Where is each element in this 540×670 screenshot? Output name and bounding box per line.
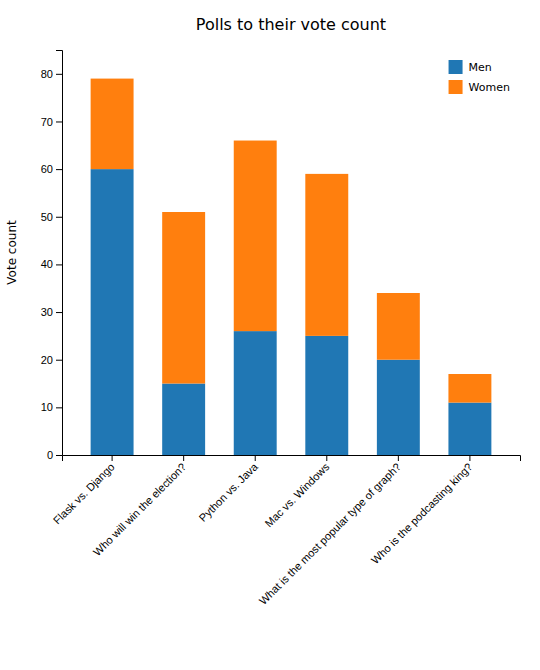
y-axis: 0 10 20 30 40 50 60 70 80 <box>41 51 63 462</box>
legend-swatch <box>449 80 463 94</box>
tick-label: What is the most popular type of graph? <box>257 461 403 607</box>
title: Polls to their vote count <box>196 15 386 34</box>
axis-line <box>56 51 63 456</box>
axis-title: Vote count <box>5 220 19 285</box>
tick-mark <box>56 407 62 408</box>
bar <box>448 403 491 455</box>
bar <box>448 374 491 403</box>
tick: 50 <box>41 211 62 223</box>
bar <box>305 336 348 455</box>
tick-mark <box>56 455 62 456</box>
tick: Python vs. Java <box>196 455 260 524</box>
bars <box>91 79 492 455</box>
tick-label: 0 <box>47 449 53 461</box>
tick-label: 50 <box>41 211 53 223</box>
tick: 0 <box>47 449 62 461</box>
tick-label: Mac vs. Windows <box>262 460 331 529</box>
tick: Mac vs. Windows <box>262 455 331 530</box>
x-axis: Flask vs. DjangoWho will win the electio… <box>51 455 521 607</box>
bar <box>377 293 420 360</box>
legend-label: Women <box>469 81 510 94</box>
series <box>91 169 492 455</box>
legend-item: Men <box>449 60 492 74</box>
tick-mark <box>56 264 62 265</box>
tick-label: 20 <box>41 354 53 366</box>
tick-mark <box>469 455 470 461</box>
legend-item: Women <box>449 80 510 94</box>
bar <box>305 174 348 336</box>
tick: 40 <box>41 258 62 270</box>
tick: What is the most popular type of graph? <box>257 455 403 607</box>
legend-swatch <box>449 60 463 74</box>
chart: 0 10 20 30 40 50 60 70 80 Flask vs. DjangoWho wil… <box>0 0 540 670</box>
bar <box>91 79 134 170</box>
bar <box>234 141 277 332</box>
tick: 30 <box>41 306 62 318</box>
bar <box>162 384 205 455</box>
tick-label: 70 <box>41 115 53 127</box>
tick: 20 <box>41 354 62 366</box>
bar <box>234 331 277 455</box>
bar <box>162 212 205 384</box>
tick-mark <box>398 455 399 461</box>
tick-label: 80 <box>41 68 53 80</box>
tick-label: 10 <box>41 401 53 413</box>
tick-label: 60 <box>41 163 53 175</box>
tick-mark <box>112 455 113 461</box>
tick-label: Who is the podcasting king? <box>369 461 475 567</box>
legend-label: Men <box>469 61 492 74</box>
tick-mark <box>56 169 62 170</box>
tick-mark <box>56 121 62 122</box>
tick-mark <box>326 455 327 461</box>
tick-label: Python vs. Java <box>196 460 260 524</box>
tick: 10 <box>41 401 62 413</box>
axis-line <box>63 456 521 462</box>
tick: 80 <box>41 68 62 80</box>
bar <box>377 360 420 455</box>
series <box>91 79 492 403</box>
tick: 70 <box>41 115 62 127</box>
bar <box>91 169 134 455</box>
tick-label: 40 <box>41 258 53 270</box>
tick-mark <box>56 74 62 75</box>
tick-label: Who will win the election? <box>91 461 189 559</box>
tick-mark <box>56 312 62 313</box>
tick-mark <box>56 360 62 361</box>
tick-mark <box>255 455 256 461</box>
tick-label: 30 <box>41 306 53 318</box>
plot: 0 10 20 30 40 50 60 70 80 Flask vs. DjangoWho wil… <box>41 51 521 607</box>
tick: Flask vs. Django <box>51 455 117 526</box>
tick-mark <box>56 217 62 218</box>
tick: Who will win the election? <box>91 455 189 558</box>
tick-mark <box>183 455 184 461</box>
tick: Who is the podcasting king? <box>369 455 475 566</box>
tick: 60 <box>41 163 62 175</box>
legend: Men Women <box>449 60 510 94</box>
tick-label: Flask vs. Django <box>51 461 117 527</box>
